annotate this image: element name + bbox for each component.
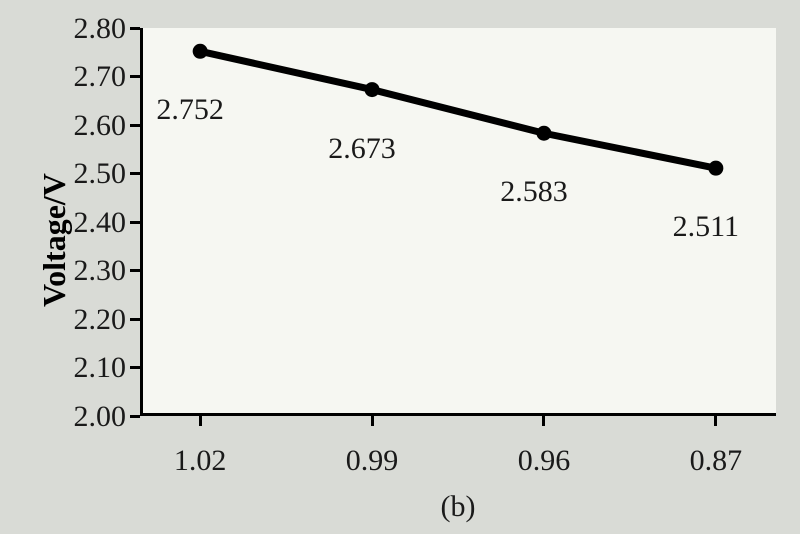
x-tick-label: 0.99 (346, 444, 399, 478)
series-line (200, 51, 716, 168)
data-label: 2.583 (500, 175, 568, 209)
y-tick (130, 172, 140, 175)
data-label: 2.752 (156, 93, 224, 127)
series-marker (708, 161, 723, 176)
x-tick (371, 416, 374, 426)
y-tick-label: 2.60 (74, 109, 127, 143)
figure: Voltage/V (b) 2.00 2.10 2.20 2.30 2.40 2.50 2.… (0, 0, 800, 534)
series-marker (536, 126, 551, 141)
y-tick (130, 75, 140, 78)
y-tick-label: 2.00 (74, 400, 127, 434)
y-tick-label: 2.10 (74, 351, 127, 385)
y-tick-label: 2.70 (74, 60, 127, 94)
x-tick (199, 416, 202, 426)
y-axis (140, 28, 143, 416)
y-tick (130, 27, 140, 30)
y-tick (130, 366, 140, 369)
x-tick-label: 0.87 (690, 444, 743, 478)
y-tick (130, 318, 140, 321)
y-tick (130, 269, 140, 272)
x-tick-label: 1.02 (174, 444, 227, 478)
series-marker (193, 44, 208, 59)
y-tick-label: 2.50 (74, 157, 127, 191)
y-tick-label: 2.20 (74, 303, 127, 337)
data-label: 2.673 (328, 132, 396, 166)
y-tick (130, 124, 140, 127)
x-tick (714, 416, 717, 426)
y-axis-label: Voltage/V (36, 173, 73, 307)
series-marker (365, 82, 380, 97)
y-tick-label: 2.80 (74, 12, 127, 46)
y-tick-label: 2.40 (74, 206, 127, 240)
y-tick (130, 415, 140, 418)
x-tick-label: 0.96 (518, 444, 571, 478)
y-tick-label: 2.30 (74, 254, 127, 288)
y-tick (130, 221, 140, 224)
x-axis (140, 413, 776, 416)
x-tick (542, 416, 545, 426)
data-label: 2.511 (673, 210, 739, 244)
subfigure-label: (b) (441, 490, 476, 524)
